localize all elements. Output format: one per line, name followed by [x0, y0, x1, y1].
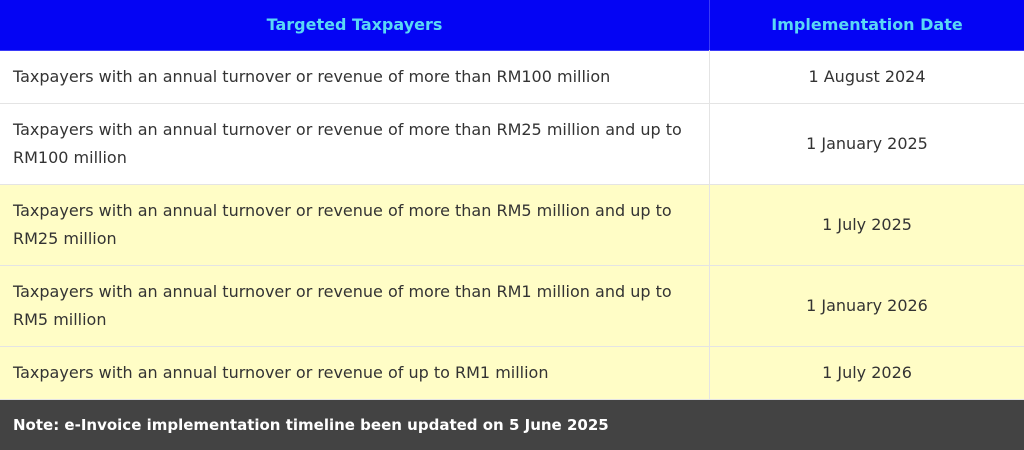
column-header: Implementation Date — [710, 0, 1024, 51]
date-cell: 1 January 2026 — [710, 266, 1024, 347]
taxpayer-cell: Taxpayers with an annual turnover or rev… — [0, 347, 710, 400]
taxpayer-cell: Taxpayers with an annual turnover or rev… — [0, 104, 710, 185]
taxpayer-cell: Taxpayers with an annual turnover or rev… — [0, 266, 710, 347]
column-header: Targeted Taxpayers — [0, 0, 710, 51]
date-cell: 1 January 2025 — [710, 104, 1024, 185]
date-cell: 1 July 2026 — [710, 347, 1024, 400]
taxpayer-cell: Taxpayers with an annual turnover or rev… — [0, 50, 710, 104]
date-cell: 1 August 2024 — [710, 50, 1024, 104]
taxpayer-cell: Taxpayers with an annual turnover or rev… — [0, 185, 710, 266]
note: Note: e-Invoice implementation timeline … — [0, 400, 1024, 450]
date-cell: 1 July 2025 — [710, 185, 1024, 266]
